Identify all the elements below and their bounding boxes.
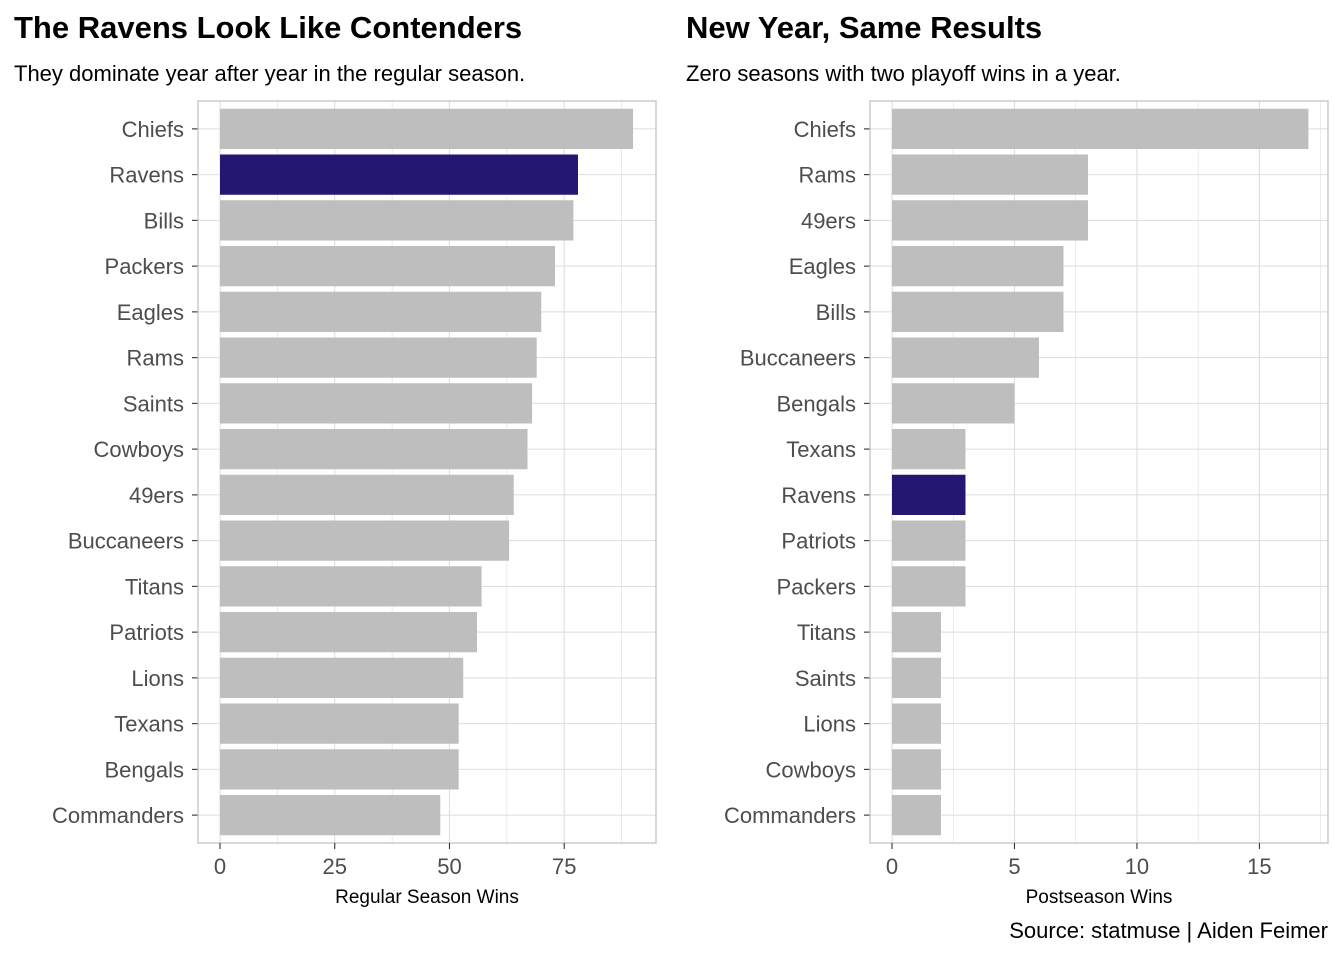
y-tick-label: Saints xyxy=(123,391,184,416)
x-tick-label: 10 xyxy=(1125,854,1149,879)
x-axis-title: Regular Season Wins xyxy=(335,887,519,908)
bar-titans xyxy=(220,566,482,607)
y-tick-label: Saints xyxy=(795,666,856,691)
y-tick-label: Buccaneers xyxy=(740,346,856,371)
x-tick-label: 50 xyxy=(437,854,461,879)
bar-commanders xyxy=(220,794,441,836)
x-tick-label: 5 xyxy=(1008,854,1020,879)
x-tick-label: 15 xyxy=(1247,854,1271,879)
bar-lions xyxy=(220,657,464,699)
source-caption: Source: statmuse | Aiden Feimer xyxy=(1009,918,1328,943)
bar-49ers xyxy=(220,474,514,516)
bar-bengals xyxy=(892,383,1015,424)
left-chart-subtitle: They dominate year after year in the reg… xyxy=(14,61,526,86)
bar-bills xyxy=(892,291,1064,333)
right-chart-title: New Year, Same Results xyxy=(686,10,1043,45)
y-tick-label: Rams xyxy=(799,163,856,188)
panel-border xyxy=(869,100,1329,844)
bar-texans xyxy=(892,428,966,470)
bar-patriots xyxy=(220,611,478,653)
panel-border xyxy=(197,100,657,844)
bar-buccaneers xyxy=(220,520,510,561)
y-tick-label: Bills xyxy=(816,300,856,325)
y-tick-label: Cowboys xyxy=(94,437,184,462)
y-tick-label: Ravens xyxy=(109,163,184,188)
bar-buccaneers xyxy=(892,337,1039,378)
bar-packers xyxy=(220,245,556,287)
y-tick-label: Titans xyxy=(125,574,184,599)
y-tick-label: Commanders xyxy=(724,803,856,828)
bar-cowboys xyxy=(220,428,528,470)
y-tick-label: Lions xyxy=(131,666,184,691)
y-tick-label: Eagles xyxy=(789,254,856,279)
x-axis-title: Postseason Wins xyxy=(1026,887,1173,908)
bar-ravens xyxy=(892,474,966,516)
regular-season-wins-chart: Chiefs Ravens Bills Packers Eagles Rams Saints… xyxy=(52,100,657,908)
bar-rams xyxy=(892,154,1088,195)
y-tick-label: 49ers xyxy=(801,208,856,233)
y-tick-label: 49ers xyxy=(129,483,184,508)
bar-packers xyxy=(892,566,966,607)
bar-eagles xyxy=(892,245,1064,287)
y-tick-label: Commanders xyxy=(52,803,184,828)
bar-49ers xyxy=(892,200,1088,241)
y-tick-label: Titans xyxy=(797,620,856,645)
bar-chiefs xyxy=(220,108,634,150)
y-tick-label: Bengals xyxy=(104,757,184,782)
y-tick-label: Ravens xyxy=(781,483,856,508)
y-tick-label: Patriots xyxy=(109,620,184,645)
y-tick-label: Lions xyxy=(803,712,856,737)
y-tick-label: Bengals xyxy=(776,391,856,416)
x-tick-label: 75 xyxy=(552,854,576,879)
bar-texans xyxy=(220,703,459,744)
right-chart-subtitle: Zero seasons with two playoff wins in a … xyxy=(686,61,1121,86)
y-tick-label: Bills xyxy=(144,208,184,233)
y-tick-label: Chiefs xyxy=(794,117,856,142)
bar-bills xyxy=(220,200,574,241)
y-tick-label: Chiefs xyxy=(122,117,184,142)
bar-saints xyxy=(892,657,941,699)
bar-bengals xyxy=(220,749,459,790)
left-chart-title: The Ravens Look Like Contenders xyxy=(14,10,523,45)
x-tick-label: 0 xyxy=(214,854,226,879)
bar-titans xyxy=(892,611,941,653)
bar-lions xyxy=(892,703,941,744)
bar-ravens xyxy=(220,154,578,195)
x-tick-label: 0 xyxy=(886,854,898,879)
y-tick-label: Packers xyxy=(777,574,856,599)
y-tick-label: Texans xyxy=(114,712,184,737)
bar-eagles xyxy=(220,291,542,333)
y-tick-label: Eagles xyxy=(117,300,184,325)
y-tick-label: Rams xyxy=(127,346,184,371)
bar-saints xyxy=(220,383,533,424)
y-tick-label: Cowboys xyxy=(766,757,856,782)
y-tick-label: Texans xyxy=(786,437,856,462)
bar-patriots xyxy=(892,520,966,561)
bar-rams xyxy=(220,337,537,378)
y-tick-label: Packers xyxy=(105,254,184,279)
bar-cowboys xyxy=(892,749,941,790)
y-tick-label: Patriots xyxy=(781,529,856,554)
y-tick-label: Buccaneers xyxy=(68,529,184,554)
x-tick-label: 25 xyxy=(322,854,346,879)
bar-commanders xyxy=(892,794,941,836)
bar-chiefs xyxy=(892,108,1309,150)
